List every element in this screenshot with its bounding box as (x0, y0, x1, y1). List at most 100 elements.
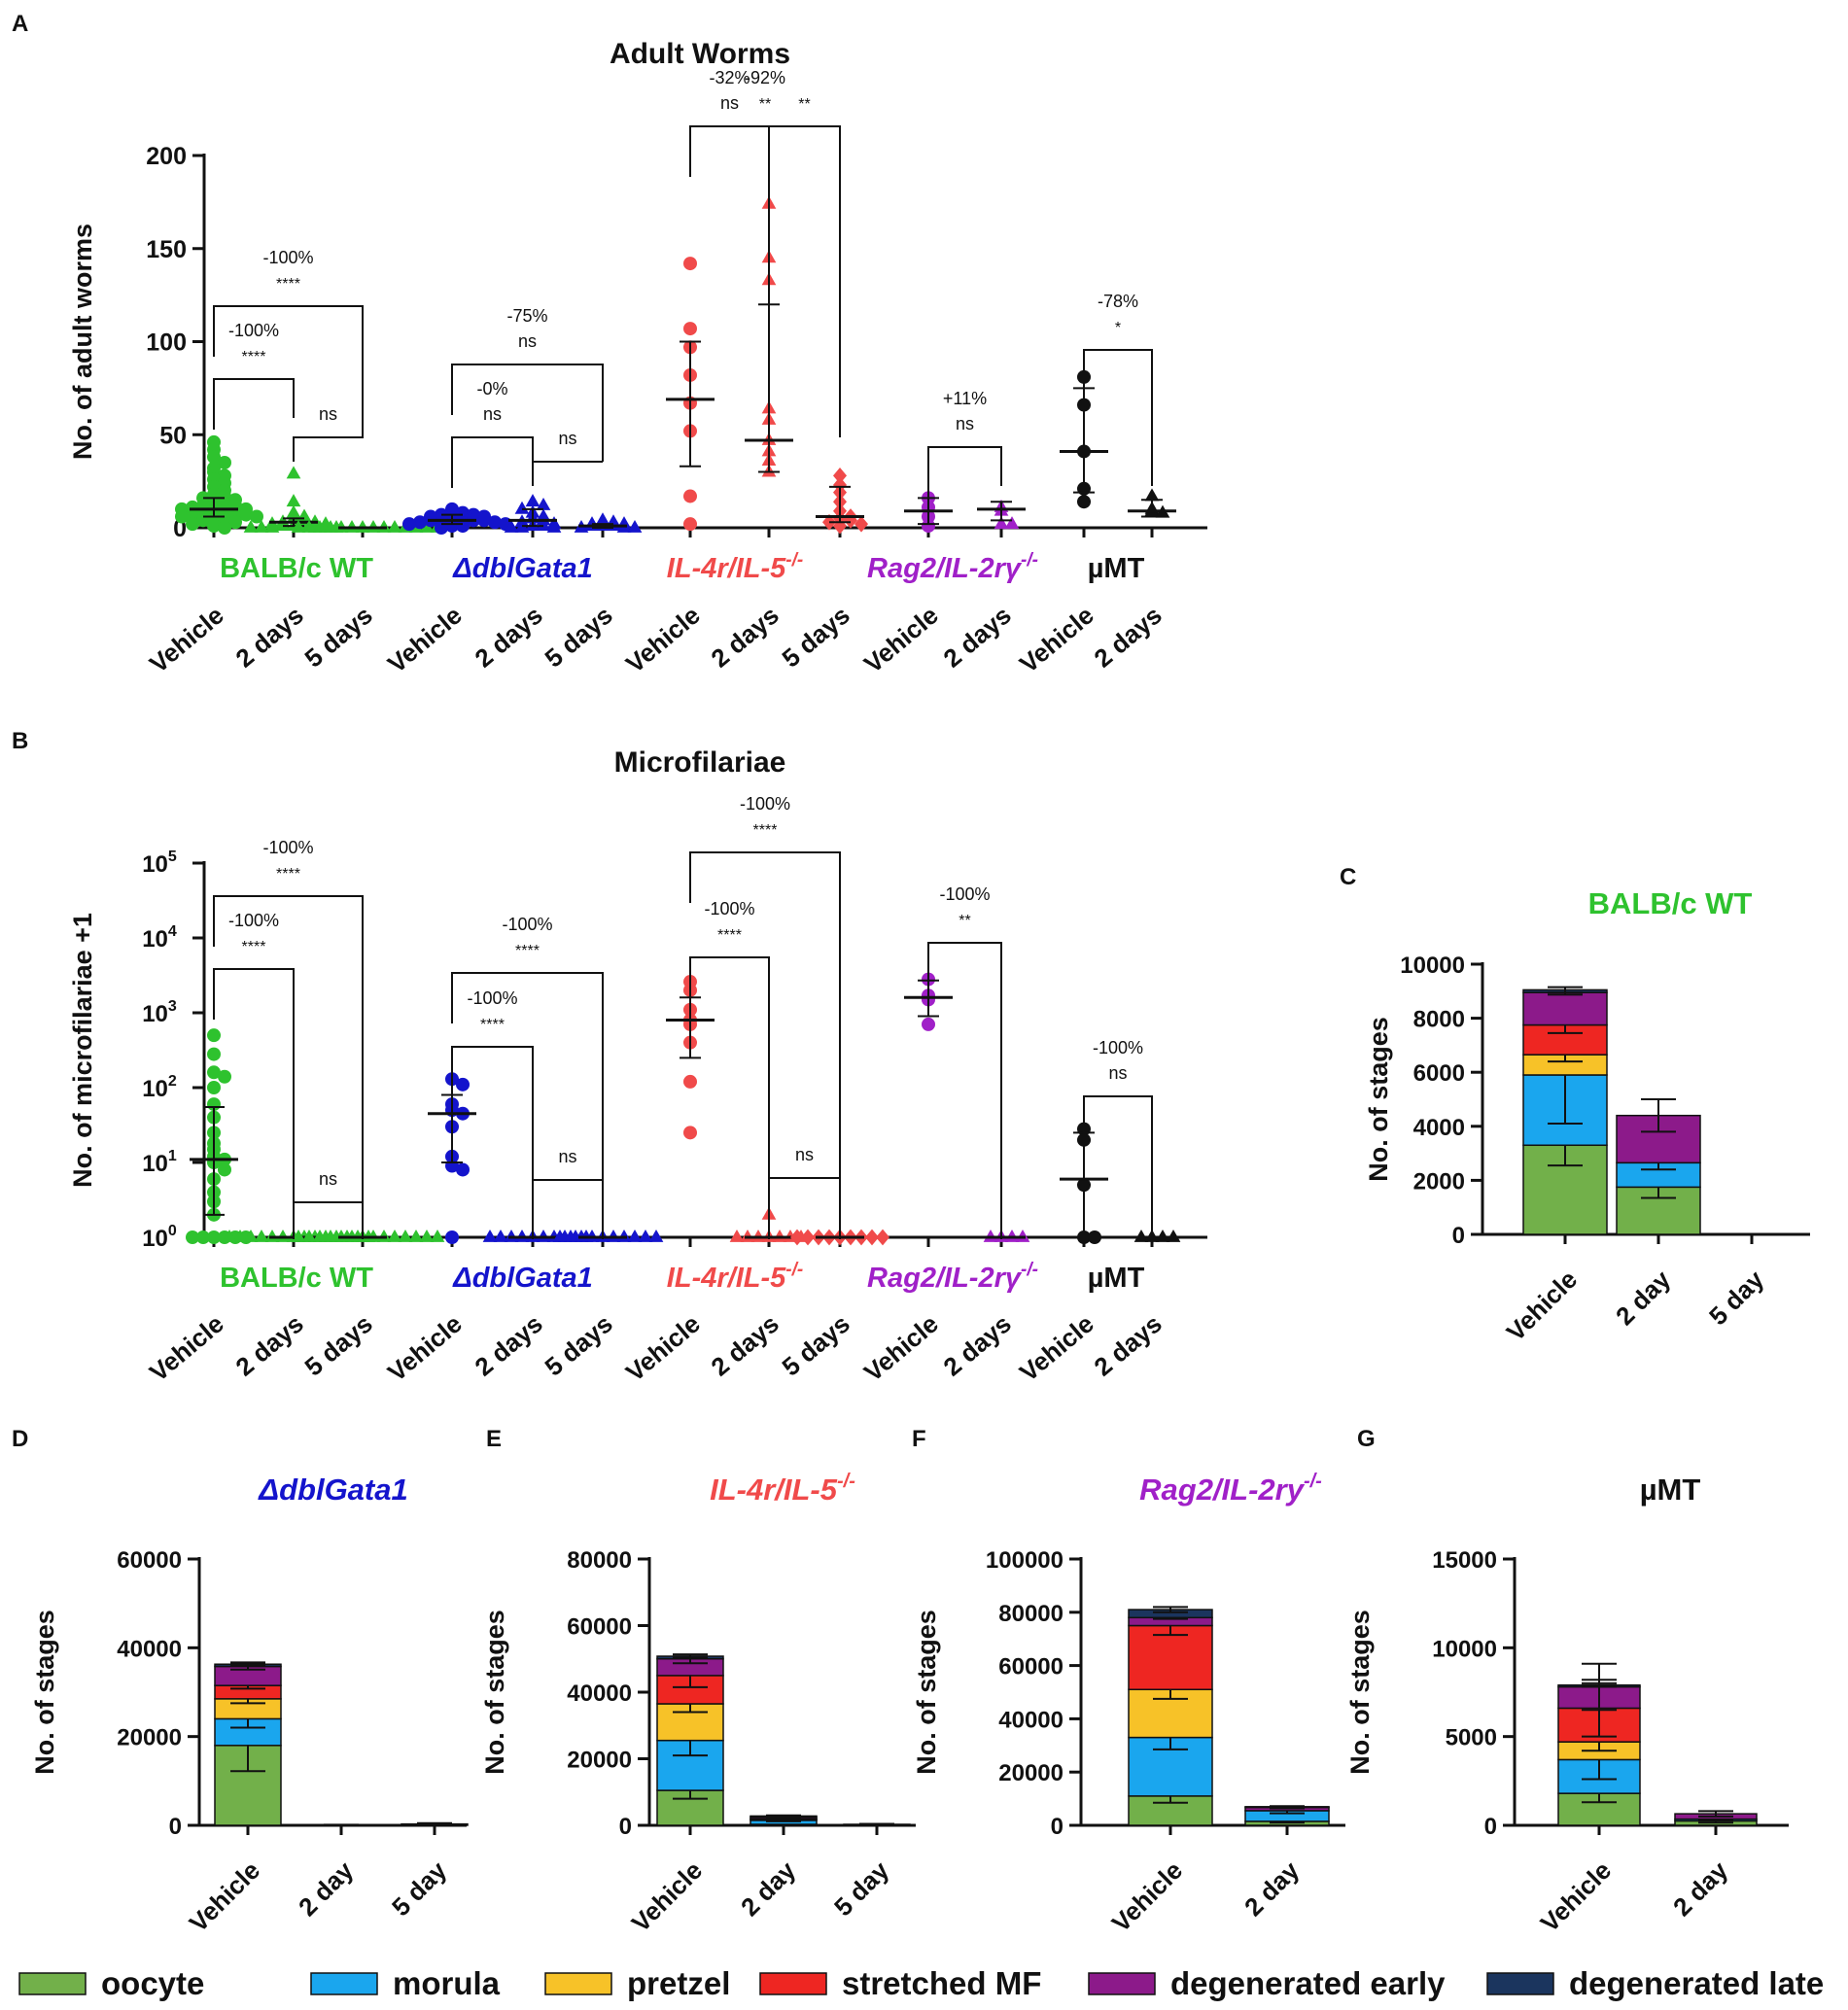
significance-bracket (689, 851, 841, 1239)
group-label: IL-4r/IL-5-/- (667, 1260, 803, 1294)
data-point (683, 517, 697, 532)
data-point (1077, 495, 1091, 509)
data-point (638, 1229, 653, 1242)
data-point (291, 519, 306, 533)
data-point (1155, 1229, 1170, 1242)
data-point (504, 1229, 519, 1242)
data-point (344, 519, 360, 533)
percent-change: -92% (745, 68, 785, 87)
data-point (790, 1229, 804, 1246)
significance-bracket (451, 436, 534, 488)
data-point (196, 1230, 210, 1244)
data-point (207, 1081, 221, 1094)
panel-label: F (912, 1426, 926, 1452)
y-tick-label: 80000 (567, 1547, 632, 1574)
significance-stars: ns (518, 331, 537, 351)
y-tick-label: 0 (1452, 1223, 1465, 1249)
data-point (683, 257, 697, 271)
data-point (683, 489, 697, 503)
data-point (983, 1229, 998, 1242)
data-point (525, 494, 540, 507)
data-point (355, 519, 370, 533)
data-point (683, 1074, 697, 1089)
legend-label: stretched MF (842, 1965, 1041, 2001)
data-point (435, 521, 448, 535)
data-point (833, 467, 847, 484)
chart-title: Microfilariae (614, 746, 786, 779)
data-point (536, 1229, 551, 1242)
data-point (243, 519, 259, 533)
significance-stars: **** (753, 822, 778, 839)
percent-change: -100% (262, 838, 313, 857)
data-point (419, 1229, 435, 1242)
chart-title-superscript: -/- (837, 1471, 855, 1492)
panel-label: A (12, 11, 28, 37)
data-point (1133, 1229, 1149, 1242)
data-point (683, 322, 697, 336)
y-tick-exponent: 2 (168, 1073, 177, 1090)
data-point (207, 1047, 221, 1061)
data-point (504, 519, 519, 533)
panel-label: C (1340, 864, 1356, 890)
significance-bracket (1083, 1095, 1153, 1239)
data-point (1166, 1229, 1181, 1242)
significance-stars: **** (515, 943, 540, 959)
data-point (312, 1229, 328, 1242)
data-point (488, 515, 502, 530)
data-point (546, 519, 562, 533)
percent-change: +11% (943, 389, 987, 408)
data-point (323, 1229, 338, 1242)
data-point (616, 1229, 632, 1242)
data-point (286, 466, 301, 479)
data-point (186, 517, 199, 532)
data-point (445, 1230, 459, 1244)
chart-title: Rag2/IL-2ry-/- (1139, 1471, 1322, 1507)
significance-stars: **** (242, 939, 266, 955)
significance-bracket (689, 956, 770, 1239)
data-point (563, 1229, 578, 1242)
data-point (456, 1162, 470, 1177)
data-point (398, 1229, 413, 1242)
data-point (218, 1162, 231, 1177)
group-label: µMT (1088, 1263, 1145, 1294)
significance-stars: ** (959, 913, 970, 929)
legend-swatch (18, 1972, 87, 1995)
data-point (222, 1229, 237, 1242)
y-tick-exponent: 1 (168, 1148, 177, 1164)
legend-label: oocyte (101, 1965, 204, 2001)
data-point (312, 519, 328, 533)
data-point (387, 519, 402, 533)
data-point (865, 1229, 879, 1246)
panel-label: E (486, 1426, 502, 1452)
significance-stars: **** (242, 349, 266, 365)
panel-label: G (1357, 1426, 1376, 1452)
significance-bracket (1083, 349, 1153, 486)
y-axis-label: No. of stages (30, 1610, 59, 1775)
y-tick-label: 15000 (1432, 1547, 1497, 1574)
y-tick-label: 50 (159, 422, 187, 449)
data-point (1004, 516, 1020, 530)
data-point (376, 519, 392, 533)
y-tick-label: 0 (1051, 1814, 1063, 1840)
group-label: BALB/c WT (220, 1263, 373, 1294)
significance-stars: ** (798, 96, 810, 113)
group-label-superscript: -/- (785, 1260, 803, 1280)
significance-stars: ns (558, 429, 576, 448)
data-point (419, 519, 435, 533)
data-point (922, 519, 935, 534)
significance-bracket (532, 461, 603, 486)
y-tick-label: 20000 (117, 1725, 182, 1751)
data-point (207, 450, 221, 465)
data-point (876, 1229, 889, 1246)
data-point (218, 455, 231, 469)
data-point (264, 519, 280, 533)
data-point (584, 1229, 600, 1242)
y-tick-label: 10000 (1432, 1636, 1497, 1662)
data-point (207, 519, 221, 534)
data-point (606, 1229, 621, 1242)
percent-change: -100% (502, 915, 552, 934)
significance-stars: ns (1108, 1063, 1127, 1083)
legend-label: degenerated late (1569, 1965, 1824, 2001)
legend-label: pretzel (627, 1965, 730, 2001)
data-point (413, 515, 427, 530)
